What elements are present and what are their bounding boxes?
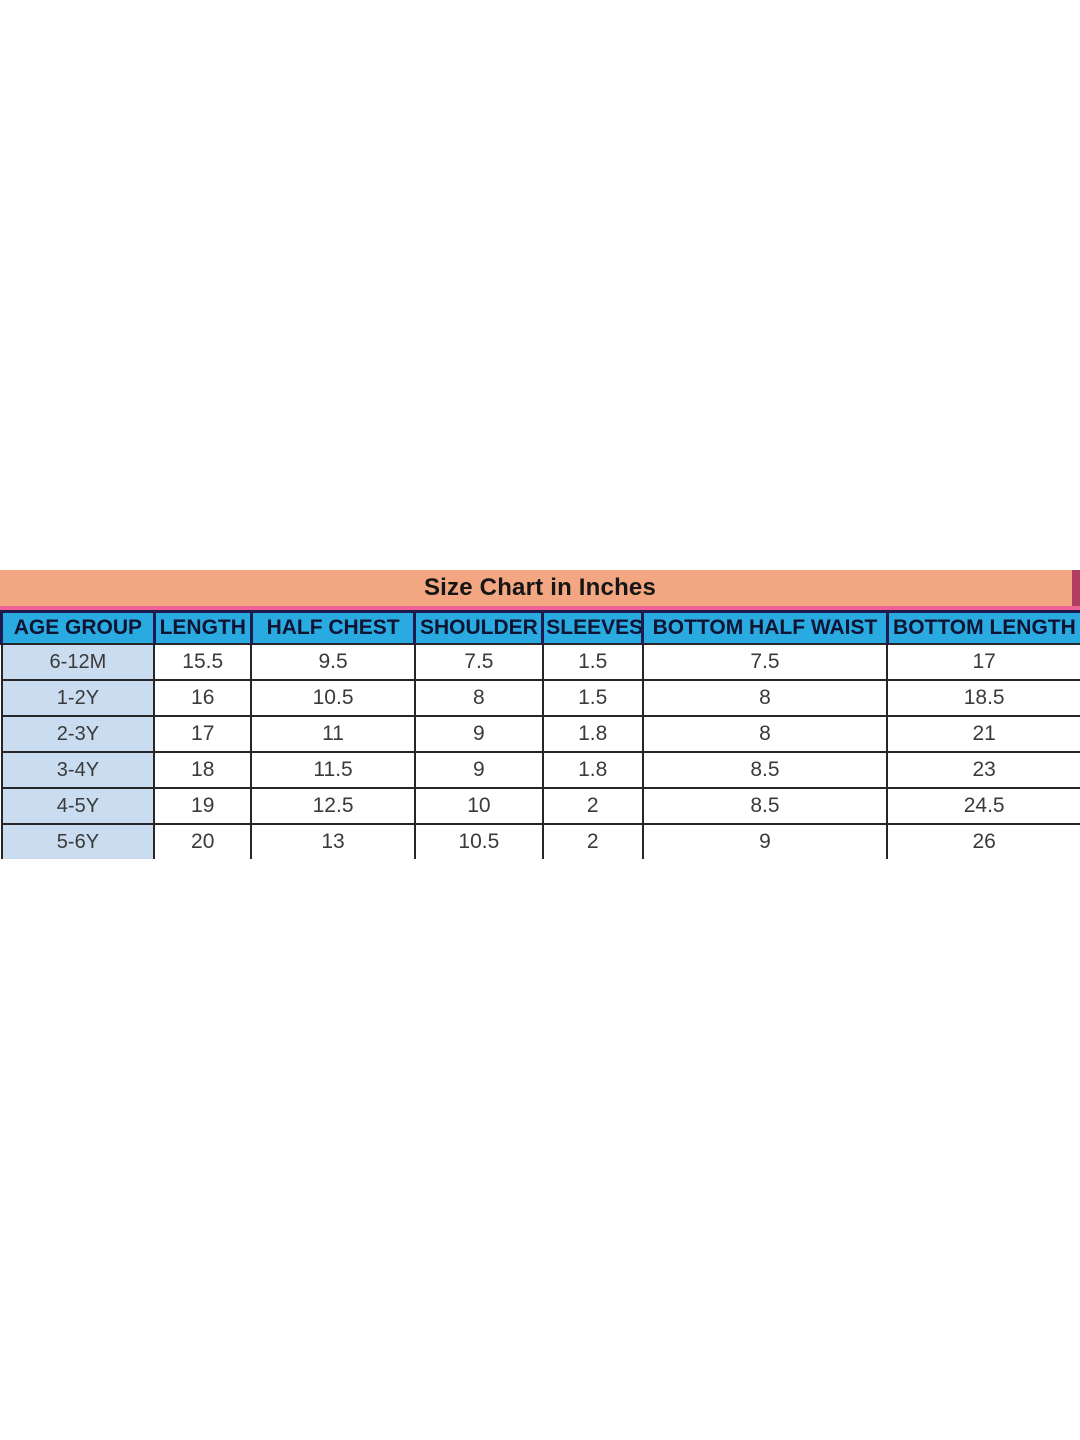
table-cell-half-chest: 11.5 [250,751,416,789]
table-cell-shoulder: 9 [413,715,544,753]
table-cell-bottom-length: 21 [886,715,1080,753]
title-right-accent-stripe [1072,570,1080,606]
size-chart: Size Chart in Inches AGE GROUP LENGTH HA… [0,570,1080,859]
table-cell-bottom-half-waist: 9 [641,823,889,859]
table-cell-shoulder: 9 [413,751,544,789]
column-header-age-group: AGE GROUP [0,610,156,645]
table-cell-length: 16 [153,679,253,717]
table-cell-age-group: 1-2Y [0,679,156,717]
table-cell-length: 17 [153,715,253,753]
table-cell-shoulder: 10.5 [413,823,544,859]
title-divider [0,606,1080,610]
table-cell-shoulder: 10 [413,787,544,825]
table-row-3-4y: 3-4Y 18 11.5 9 1.8 8.5 23 [0,751,1080,789]
table-cell-half-chest: 12.5 [250,787,416,825]
table-cell-bottom-length: 23 [886,751,1080,789]
table-cell-half-chest: 13 [250,823,416,859]
table-cell-sleeves: 1.5 [541,643,644,681]
table-cell-sleeves: 2 [541,787,644,825]
chart-title: Size Chart in Inches [423,574,657,601]
table-cell-age-group: 6-12M [0,643,156,681]
header-row: AGE GROUP LENGTH HALF CHEST SHOULDER SLE… [0,610,1080,645]
table-cell-half-chest: 11 [250,715,416,753]
column-header-shoulder: SHOULDER [413,610,545,645]
table-cell-age-group: 4-5Y [0,787,156,825]
table-row-1-2y: 1-2Y 16 10.5 8 1.5 8 18.5 [0,679,1080,717]
table-cell-age-group: 5-6Y [0,823,156,859]
table-cell-bottom-length: 17 [886,643,1080,681]
column-header-half-chest: HALF CHEST [249,610,417,645]
table-cell-bottom-length: 18.5 [886,679,1080,717]
table-cell-length: 19 [153,787,253,825]
table-cell-sleeves: 1.8 [541,715,644,753]
table-cell-length: 15.5 [153,643,253,681]
size-table: AGE GROUP LENGTH HALF CHEST SHOULDER SLE… [0,610,1080,859]
table-cell-age-group: 3-4Y [0,751,156,789]
table-cell-length: 20 [153,823,253,859]
table-cell-bottom-length: 24.5 [886,787,1080,825]
chart-title-bar: Size Chart in Inches [0,570,1080,606]
table-row-2-3y: 2-3Y 17 11 9 1.8 8 21 [0,715,1080,753]
table-cell-age-group: 2-3Y [0,715,156,753]
table-cell-bottom-half-waist: 7.5 [641,643,889,681]
column-header-bottom-length: BOTTOM LENGTH [885,610,1080,645]
table-cell-bottom-half-waist: 8.5 [641,787,889,825]
table-cell-bottom-half-waist: 8 [641,679,889,717]
table-cell-shoulder: 8 [413,679,544,717]
table-cell-bottom-half-waist: 8.5 [641,751,889,789]
table-cell-bottom-length: 26 [886,823,1080,859]
table-cell-bottom-half-waist: 8 [641,715,889,753]
table-cell-half-chest: 9.5 [250,643,416,681]
table-cell-shoulder: 7.5 [413,643,544,681]
table-cell-sleeves: 1.8 [541,751,644,789]
table-row-6-12m: 6-12M 15.5 9.5 7.5 1.5 7.5 17 [0,643,1080,681]
table-cell-sleeves: 2 [541,823,644,859]
column-header-bottom-half-waist: BOTTOM HALF WAIST [641,610,889,645]
table-cell-half-chest: 10.5 [250,679,416,717]
column-header-sleeves: SLEEVES [541,610,645,645]
table-row-4-5y: 4-5Y 19 12.5 10 2 8.5 24.5 [0,787,1080,825]
table-row-5-6y: 5-6Y 20 13 10.5 2 9 26 [0,823,1080,859]
table-cell-length: 18 [153,751,253,789]
table-cell-sleeves: 1.5 [541,679,644,717]
column-header-length: LENGTH [152,610,253,645]
